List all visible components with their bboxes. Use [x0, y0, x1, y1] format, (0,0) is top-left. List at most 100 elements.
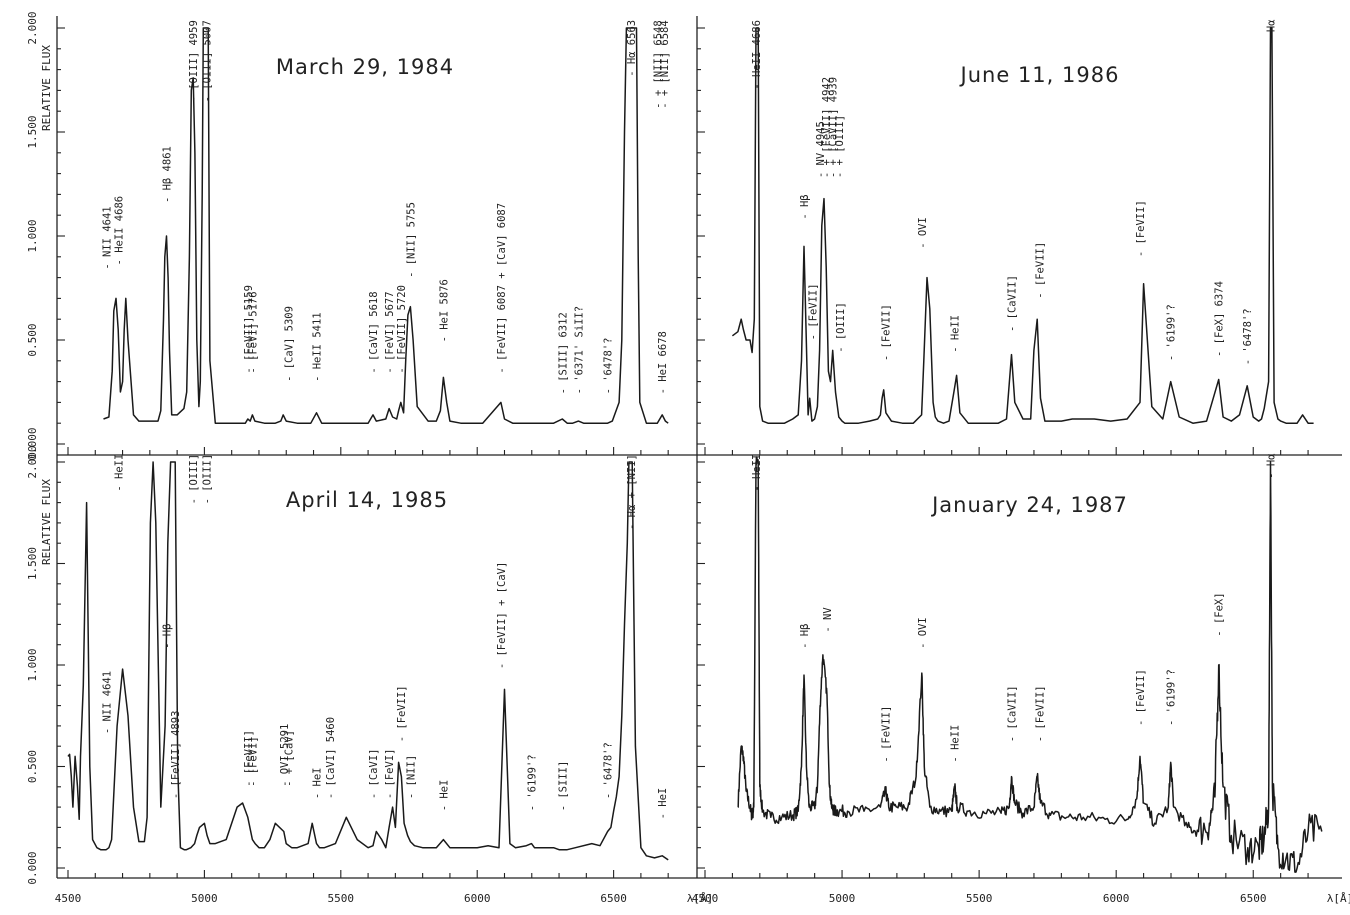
emission-line-label: - [CaVII]	[1006, 685, 1018, 742]
emission-line-label: - [FeX] 6374	[1214, 281, 1226, 357]
y-tick-label: 1.000	[26, 219, 39, 252]
emission-line-label: - [OIII]	[835, 302, 847, 353]
emission-line-label: - '6478'?	[603, 337, 615, 394]
y-axis-label: RELATIVE FLUX	[40, 45, 53, 131]
emission-line-label: - [FeVII]	[1034, 242, 1046, 299]
emission-line-label: - Hα	[1266, 19, 1278, 45]
emission-line-label: - HeII	[950, 315, 962, 353]
emission-line-label: - [FeVI]	[247, 736, 259, 787]
emission-line-label: - Hβ 4861	[161, 146, 173, 203]
spectrum-line	[737, 456, 1323, 873]
y-tick-label: 2.000	[26, 445, 39, 478]
emission-line-label: - Hβ	[799, 194, 811, 219]
emission-line-label: - [FeX]	[1214, 592, 1226, 636]
x-tick-label: 4500	[692, 892, 719, 905]
panel-date-title: March 29, 1984	[276, 55, 454, 79]
emission-line-label: - [FeVII] 5720	[396, 285, 408, 374]
emission-line-label: - HeI	[438, 780, 450, 812]
y-tick-label: 0.500	[26, 323, 39, 356]
emission-line-label: - HeI 6678	[657, 331, 669, 394]
x-tick-label: 5000	[191, 892, 218, 905]
emission-line-label: - [CaV] 5309	[284, 306, 296, 382]
emission-line-label: - OVI	[917, 217, 929, 249]
emission-line-label: - [NII] 5755	[405, 202, 417, 278]
x-tick-label: 5000	[829, 892, 856, 905]
emission-line-label: - + [OIII]	[834, 115, 846, 178]
emission-line-label: - [FeVII]	[808, 283, 820, 340]
emission-line-label: - Hβ	[799, 624, 811, 649]
emission-line-label: - '6371' SiII?	[573, 306, 585, 395]
emission-line-label: - [NII]	[405, 755, 417, 799]
spectrum-line	[731, 27, 1314, 424]
y-tick-label: 0.500	[26, 750, 39, 783]
emission-line-label: - '6199'?	[1166, 669, 1178, 726]
x-tick-label: 5500	[328, 892, 355, 905]
emission-line-label: - '6199'?	[526, 754, 538, 811]
emission-line-label: - '6478'?	[603, 742, 615, 799]
emission-line-label: - [FeVII] 6087 + [CaV] 6087	[496, 203, 508, 374]
y-axis-label: RELATIVE FLUX	[40, 479, 53, 565]
emission-line-label: - [FeVI] 5677	[384, 291, 396, 373]
x-tick-label: 6500	[1240, 892, 1267, 905]
emission-line-label: - NII 4641	[101, 671, 113, 734]
spectrum-line	[67, 461, 669, 861]
emission-line-label: - HeII	[950, 725, 962, 763]
emission-line-label: - [FeVI]	[384, 749, 396, 800]
emission-line-label: - Hα + [NII]	[626, 454, 638, 530]
x-tick-label: 4500	[55, 892, 82, 905]
emission-line-label: - [FeVII] 4893	[170, 711, 182, 800]
emission-line-label: - + [CaV]	[284, 730, 296, 787]
x-tick-label: 6500	[600, 892, 627, 905]
emission-line-label: - Hα 6563	[626, 20, 638, 77]
emission-line-label: - OVI 5291	[279, 724, 291, 787]
emission-line-label: - HeII 4686	[114, 196, 126, 266]
emission-line-label: - NV 4945	[815, 121, 827, 178]
emission-line-label: - [CaVI]	[368, 749, 380, 800]
emission-line-label: - [FeVII]	[1135, 200, 1147, 257]
emission-line-label: - HeI	[312, 767, 324, 799]
x-axis-label: λ[Å]	[1327, 892, 1350, 905]
emission-line-label: - [CaVI] 5460	[325, 717, 337, 799]
emission-line-label: - '6199'?	[1166, 304, 1178, 361]
emission-line-label: - Hα	[1266, 453, 1278, 479]
emission-line-label: - + [NII] 6584	[659, 20, 671, 109]
emission-line-label: - HeI 5876	[438, 279, 450, 342]
y-tick-label: 0.000	[26, 851, 39, 884]
spectrum-panel-1: June 11, 1986 - HeII 4686 - Hβ - [FeVII] - N…	[697, 19, 1314, 455]
emission-line-label: - '6478'?	[1242, 308, 1254, 365]
y-tick-label: 1.500	[26, 115, 39, 148]
spectrum-panel-3: 4500 5000 5500 6000 6500 λ[Å] January 24, 1987…	[692, 453, 1350, 905]
emission-line-label: - [FeVII]	[243, 730, 255, 787]
emission-line-label: - [OIII] 4959	[188, 20, 200, 102]
emission-line-label: - [CaVI] 5618	[368, 291, 380, 373]
emission-line-label: - [FeVII]	[1034, 685, 1046, 742]
emission-line-label: - [OIII]	[188, 454, 200, 505]
emission-line-label: - HeII	[114, 454, 126, 492]
x-tick-label: 6000	[1103, 892, 1130, 905]
emission-line-label: - [FeVI] 5176	[247, 291, 259, 373]
emission-line-label: - [CaVII]	[1006, 275, 1018, 332]
emission-line-label: - [FeVII] 5159	[243, 285, 255, 374]
y-tick-label: 0.000	[26, 427, 39, 460]
emission-line-label: - OVI	[917, 617, 929, 649]
emission-line-label: - HeII 4686	[751, 20, 763, 90]
emission-line-label: - [OIII] 5007	[201, 20, 213, 102]
panel-date-title: June 11, 1986	[959, 63, 1120, 87]
y-tick-label: 2.000	[26, 11, 39, 44]
emission-line-label: - + [NII] 6548	[652, 20, 664, 109]
spectrum-line	[103, 27, 669, 424]
emission-line-label: - [FeVII]	[881, 706, 893, 763]
emission-line-label: - [FeVII]	[1135, 669, 1147, 726]
emission-line-label: - [FeVII] + [CaV]	[496, 562, 508, 669]
panel-date-title: April 14, 1985	[286, 488, 448, 512]
emission-line-label: - [FeVII]	[881, 304, 893, 361]
emission-line-label: - NII 4641	[101, 206, 113, 269]
emission-line-label: - [SIII]	[557, 761, 569, 812]
emission-line-label: - + [CaVII] 4939	[827, 77, 839, 178]
emission-line-label: - [FeVII]	[396, 685, 408, 742]
panel-date-title: January 24, 1987	[930, 493, 1128, 517]
emission-line-label: - Hβ	[161, 624, 173, 649]
